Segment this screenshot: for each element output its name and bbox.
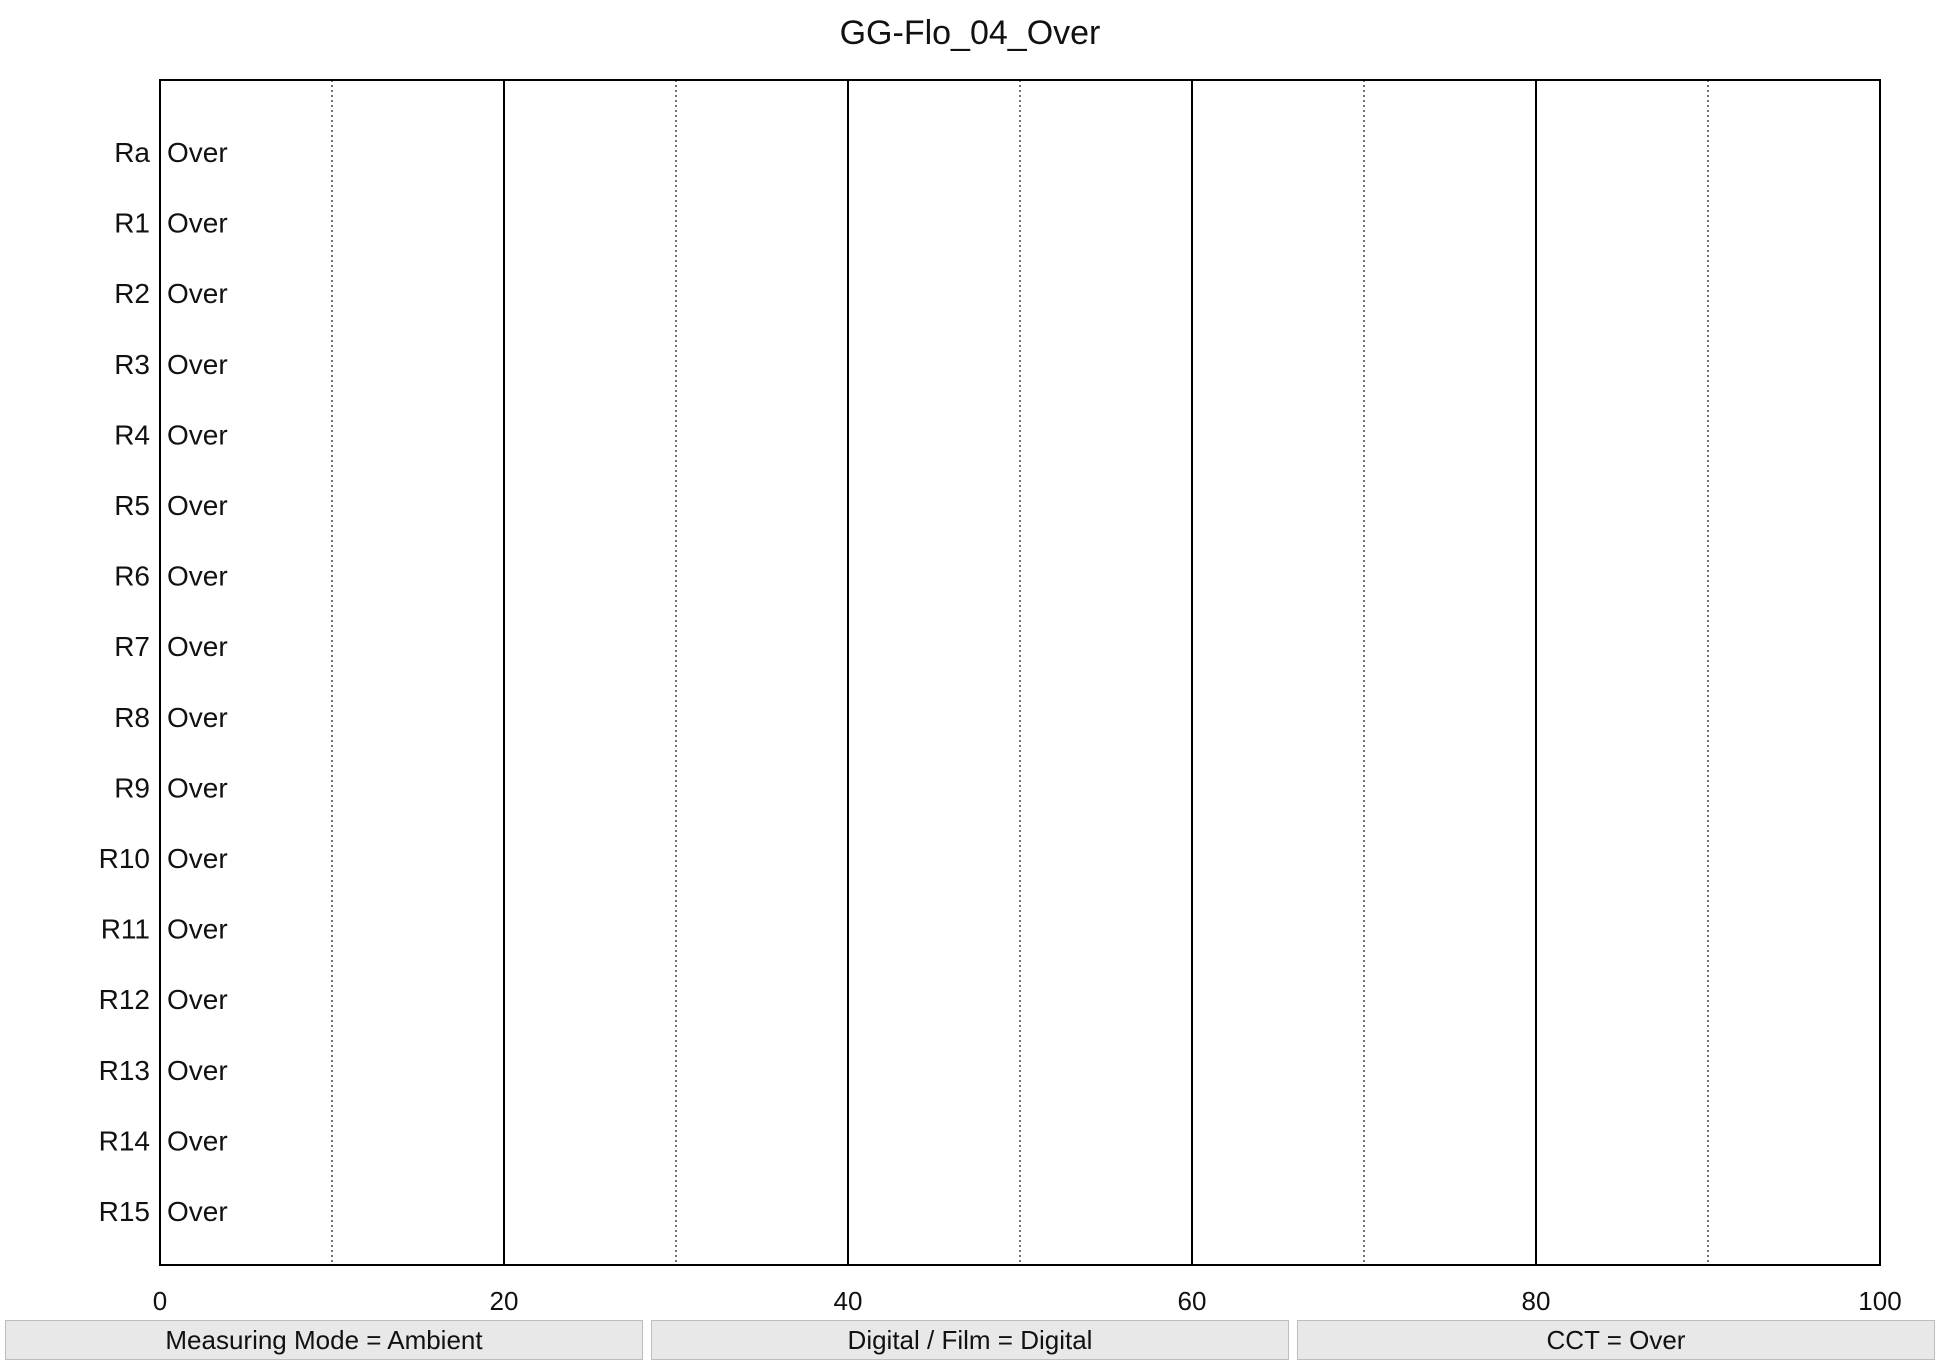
category-label-ra: Ra [114,137,150,168]
category-label-r12: R12 [99,984,150,1015]
value-label-r15: Over [167,1196,228,1227]
measuring-mode-status[interactable]: Measuring Mode = Ambient [5,1320,643,1360]
category-label-r14: R14 [99,1125,150,1156]
status-bar: Measuring Mode = Ambient Digital / Film … [5,1320,1935,1360]
grid-layer [331,80,1709,1265]
x-tick-label: 100 [1858,1286,1901,1316]
value-label-r10: Over [167,843,228,874]
category-label-r15: R15 [99,1196,150,1227]
category-label-r3: R3 [114,349,150,380]
category-label-r4: R4 [114,419,150,450]
category-label-r8: R8 [114,702,150,733]
value-label-r1: Over [167,208,228,239]
x-tick-label: 0 [153,1286,167,1316]
category-label-r7: R7 [114,631,150,662]
category-label-r1: R1 [114,208,150,239]
x-axis-ticks: 0 20 40 60 80 100 [153,1286,1902,1316]
value-label-r3: Over [167,349,228,380]
value-label-r9: Over [167,772,228,803]
plot-frame [159,79,1881,1266]
value-label-r6: Over [167,561,228,592]
row-labels: Ra Over R1 Over R2 Over R3 Over R4 Over R5 Over R6 Ov… [99,137,228,1227]
x-tick-label: 20 [490,1286,519,1316]
chart-title: GG-Flo_04_Over [840,14,1101,52]
x-tick-label: 80 [1522,1286,1551,1316]
x-tick-label: 40 [834,1286,863,1316]
category-label-r13: R13 [99,1055,150,1086]
value-label-r14: Over [167,1125,228,1156]
x-tick-label: 60 [1178,1286,1207,1316]
value-label-r2: Over [167,278,228,309]
category-label-r6: R6 [114,561,150,592]
value-label-r8: Over [167,702,228,733]
cct-status[interactable]: CCT = Over [1297,1320,1935,1360]
digital-film-status[interactable]: Digital / Film = Digital [651,1320,1289,1360]
category-label-r11: R11 [101,914,150,945]
value-label-r11: Over [167,914,228,945]
category-label-r10: R10 [99,843,150,874]
category-label-r9: R9 [114,772,150,803]
value-label-r5: Over [167,490,228,521]
value-label-r12: Over [167,984,228,1015]
value-label-r13: Over [167,1055,228,1086]
value-label-r7: Over [167,631,228,662]
value-label-r4: Over [167,419,228,450]
value-label-ra: Over [167,137,228,168]
category-label-r2: R2 [114,278,150,309]
category-label-r5: R5 [114,490,150,521]
